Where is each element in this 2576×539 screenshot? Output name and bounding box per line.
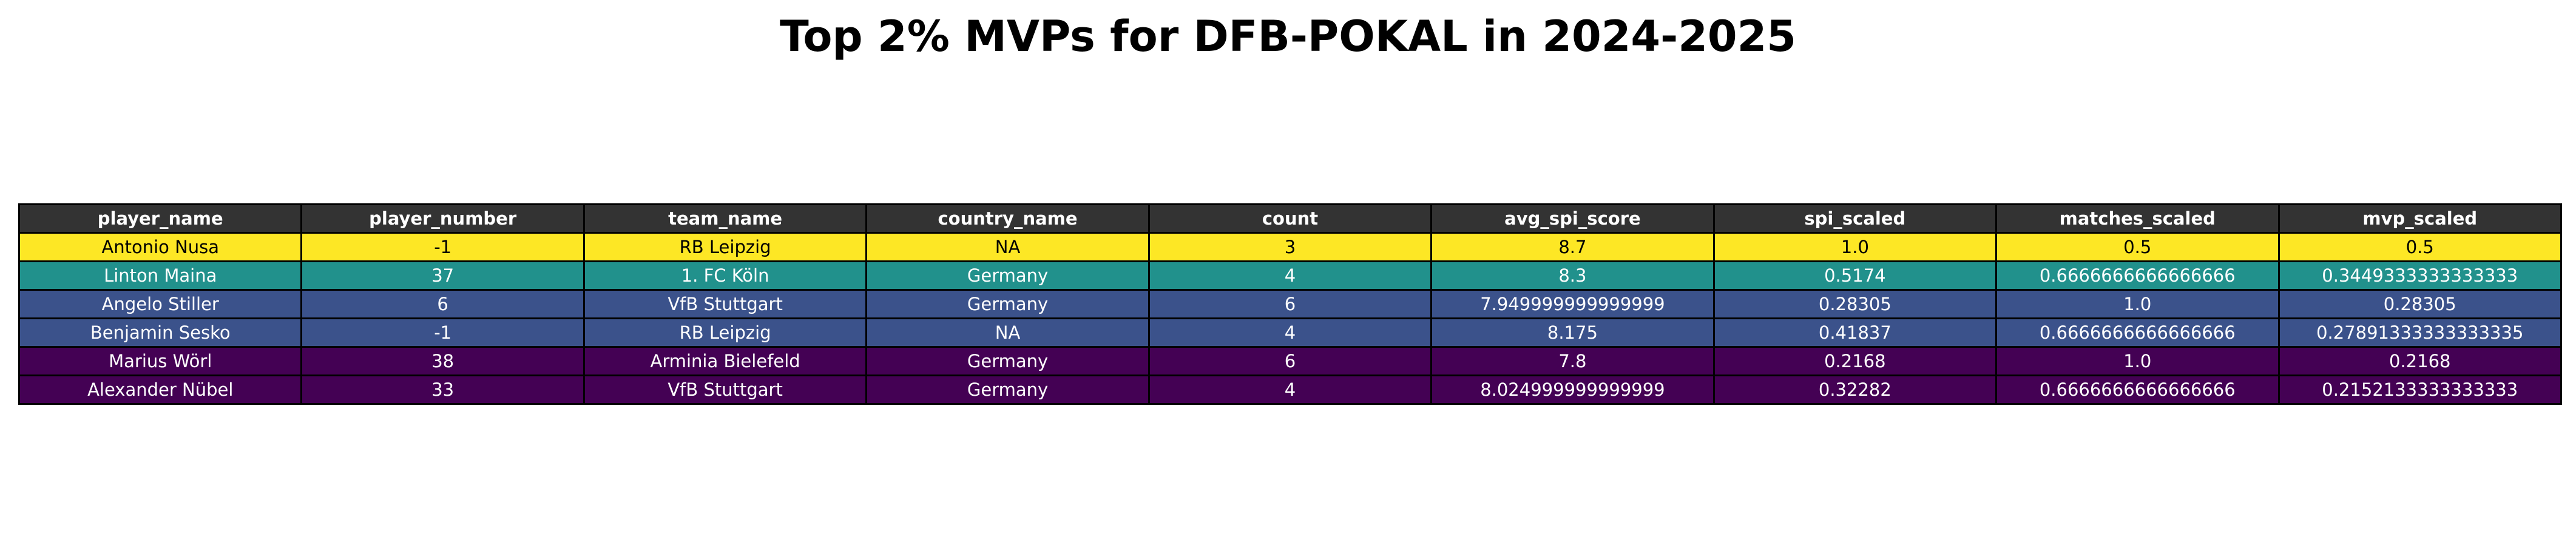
table-cell-country-name: Germany — [865, 375, 1150, 405]
column-header-team-name: team_name — [583, 203, 868, 234]
table-cell-player-number: 6 — [300, 289, 585, 319]
mvp-table: player_name player_number team_name country… — [18, 203, 2562, 405]
table-cell-count: 4 — [1148, 375, 1433, 405]
table-cell-player-name: Linton Maina — [18, 260, 303, 291]
table-cell-matches-scaled: 0.6666666666666666 — [1995, 317, 2280, 348]
table-cell-mvp-scaled: 0.28305 — [2277, 289, 2562, 319]
table-cell-player-number: -1 — [300, 317, 585, 348]
column-header-avg-spi-score: avg_spi_score — [1430, 203, 1715, 234]
column-header-matches-scaled: matches_scaled — [1995, 203, 2280, 234]
table-cell-count: 6 — [1148, 289, 1433, 319]
table-cell-mvp-scaled: 0.5 — [2277, 232, 2562, 262]
table-cell-avg-spi-score: 8.024999999999999 — [1430, 375, 1715, 405]
table-cell-player-number: -1 — [300, 232, 585, 262]
table-cell-count: 6 — [1148, 346, 1433, 376]
table-row: Linton Maina 37 1. FC Köln Germany 4 8.3 0.517… — [18, 260, 2562, 291]
table-cell-matches-scaled: 1.0 — [1995, 289, 2280, 319]
table-cell-matches-scaled: 0.6666666666666666 — [1995, 375, 2280, 405]
column-header-spi-scaled: spi_scaled — [1712, 203, 1998, 234]
table-cell-team-name: Arminia Bielefeld — [583, 346, 868, 376]
column-header-player-number: player_number — [300, 203, 585, 234]
table-cell-matches-scaled: 0.6666666666666666 — [1995, 260, 2280, 291]
table-row: Angelo Stiller 6 VfB Stuttgart Germany 6 7.94… — [18, 289, 2562, 319]
table-cell-count: 4 — [1148, 317, 1433, 348]
table-cell-team-name: VfB Stuttgart — [583, 375, 868, 405]
table-cell-player-name: Angelo Stiller — [18, 289, 303, 319]
table-cell-avg-spi-score: 8.7 — [1430, 232, 1715, 262]
table-cell-mvp-scaled: 0.3449333333333333 — [2277, 260, 2562, 291]
table-cell-spi-scaled: 1.0 — [1712, 232, 1998, 262]
table-cell-matches-scaled: 1.0 — [1995, 346, 2280, 376]
table-cell-count: 4 — [1148, 260, 1433, 291]
table-cell-player-number: 33 — [300, 375, 585, 405]
table-cell-spi-scaled: 0.5174 — [1712, 260, 1998, 291]
table-cell-avg-spi-score: 7.949999999999999 — [1430, 289, 1715, 319]
table-cell-team-name: RB Leipzig — [583, 232, 868, 262]
table-cell-team-name: RB Leipzig — [583, 317, 868, 348]
table-cell-player-name: Benjamin Sesko — [18, 317, 303, 348]
table-row: Alexander Nübel 33 VfB Stuttgart Germany 4 8.… — [18, 375, 2562, 405]
column-header-count: count — [1148, 203, 1433, 234]
table-cell-mvp-scaled: 0.2168 — [2277, 346, 2562, 376]
table-cell-team-name: 1. FC Köln — [583, 260, 868, 291]
table-cell-player-name: Antonio Nusa — [18, 232, 303, 262]
table-cell-avg-spi-score: 8.175 — [1430, 317, 1715, 348]
column-header-mvp-scaled: mvp_scaled — [2277, 203, 2562, 234]
table-cell-player-name: Alexander Nübel — [18, 375, 303, 405]
table-cell-spi-scaled: 0.2168 — [1712, 346, 1998, 376]
table-cell-avg-spi-score: 7.8 — [1430, 346, 1715, 376]
table-cell-country-name: Germany — [865, 260, 1150, 291]
column-header-country-name: country_name — [865, 203, 1150, 234]
table-header-row: player_name player_number team_name country… — [18, 203, 2562, 234]
table-cell-country-name: NA — [865, 232, 1150, 262]
column-header-player-name: player_name — [18, 203, 303, 234]
table-body: Antonio Nusa -1 RB Leipzig NA 3 8.7 1.0 0.5 0.5 L… — [18, 232, 2562, 405]
table-cell-team-name: VfB Stuttgart — [583, 289, 868, 319]
table-cell-avg-spi-score: 8.3 — [1430, 260, 1715, 291]
table-cell-matches-scaled: 0.5 — [1995, 232, 2280, 262]
table-cell-count: 3 — [1148, 232, 1433, 262]
table-row: Benjamin Sesko -1 RB Leipzig NA 4 8.175 0.4183… — [18, 317, 2562, 348]
table-row: Antonio Nusa -1 RB Leipzig NA 3 8.7 1.0 0.5 0.5 — [18, 232, 2562, 262]
table-cell-player-name: Marius Wörl — [18, 346, 303, 376]
table-cell-country-name: NA — [865, 317, 1150, 348]
table-cell-mvp-scaled: 0.2152133333333333 — [2277, 375, 2562, 405]
table-cell-country-name: Germany — [865, 346, 1150, 376]
table-cell-country-name: Germany — [865, 289, 1150, 319]
chart-title: Top 2% MVPs for DFB-POKAL in 2024-2025 — [779, 12, 1797, 61]
table-cell-spi-scaled: 0.41837 — [1712, 317, 1998, 348]
table-cell-spi-scaled: 0.32282 — [1712, 375, 1998, 405]
table-row: Marius Wörl 38 Arminia Bielefeld Germany 6 7.… — [18, 346, 2562, 376]
table-cell-mvp-scaled: 0.27891333333333335 — [2277, 317, 2562, 348]
table-cell-spi-scaled: 0.28305 — [1712, 289, 1998, 319]
table-cell-player-number: 37 — [300, 260, 585, 291]
table-cell-player-number: 38 — [300, 346, 585, 376]
